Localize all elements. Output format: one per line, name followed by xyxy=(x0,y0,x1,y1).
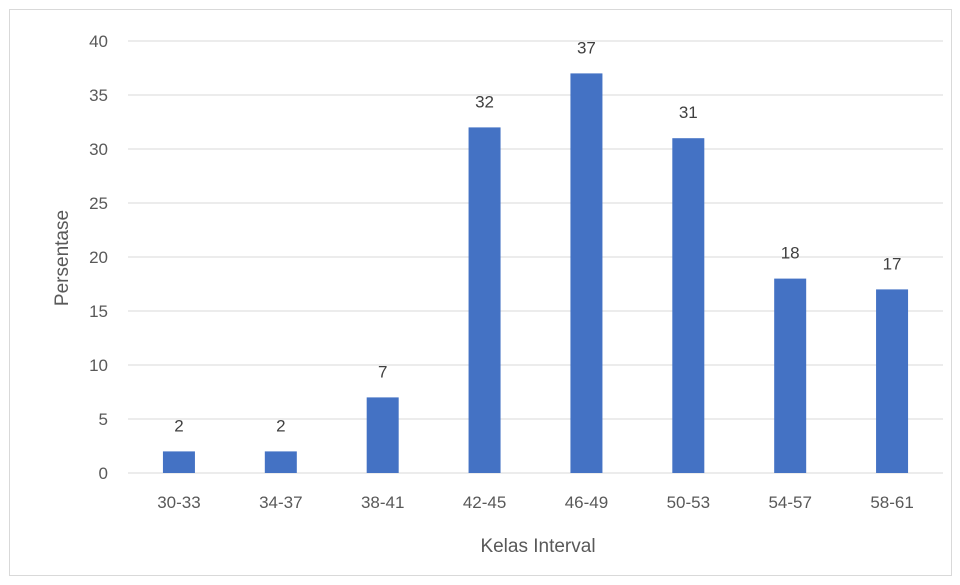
y-tick-label: 5 xyxy=(99,410,108,429)
data-label: 17 xyxy=(883,254,902,273)
data-label: 32 xyxy=(475,92,494,111)
y-tick-label: 30 xyxy=(89,140,108,159)
data-label: 18 xyxy=(781,244,800,263)
y-tick-labels: 0 5 10 15 20 25 30 35 40 xyxy=(89,32,108,483)
bar xyxy=(264,451,297,473)
x-tick-label: 46-49 xyxy=(565,493,608,512)
y-tick-label: 40 xyxy=(89,32,108,51)
bar xyxy=(774,278,807,473)
x-tick-label: 54-57 xyxy=(768,493,811,512)
bars xyxy=(162,73,909,474)
data-label: 7 xyxy=(378,362,387,381)
data-label: 2 xyxy=(276,416,285,435)
y-tick-label: 20 xyxy=(89,248,108,267)
x-tick-label: 58-61 xyxy=(870,493,913,512)
gridlines xyxy=(128,40,943,474)
x-tick-label: 50-53 xyxy=(667,493,710,512)
x-axis-title: Kelas Interval xyxy=(480,536,595,557)
x-tick-label: 34-37 xyxy=(259,493,302,512)
data-label: 37 xyxy=(577,38,596,57)
data-label: 2 xyxy=(174,416,183,435)
y-tick-label: 25 xyxy=(89,194,108,213)
x-tick-label: 42-45 xyxy=(463,493,506,512)
x-tick-labels: 30-33 34-37 38-41 42-45 46-49 50-53 54-57 58-61 xyxy=(157,493,914,512)
x-tick-label: 38-41 xyxy=(361,493,404,512)
bar xyxy=(672,138,705,473)
y-axis-title: Persentase xyxy=(52,210,73,306)
y-tick-label: 15 xyxy=(89,302,108,321)
x-tick-label: 30-33 xyxy=(157,493,200,512)
bar xyxy=(876,289,909,473)
bar xyxy=(162,451,195,473)
data-label: 31 xyxy=(679,103,698,122)
y-tick-label: 10 xyxy=(89,356,108,375)
y-tick-label: 35 xyxy=(89,86,108,105)
y-tick-label: 0 xyxy=(99,464,108,483)
bar xyxy=(468,127,501,474)
bar xyxy=(570,73,603,474)
bar xyxy=(366,397,399,473)
